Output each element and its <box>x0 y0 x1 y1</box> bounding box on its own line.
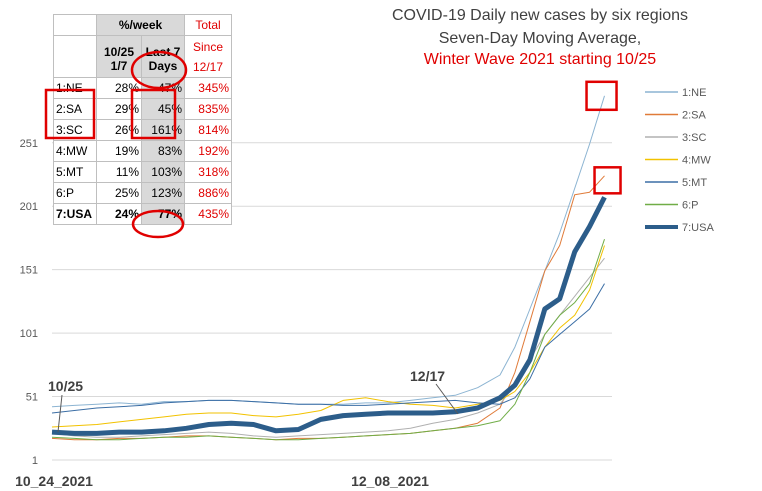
highlight-usa-end-box <box>593 166 622 195</box>
chart-title-line-3: Winter Wave 2021 starting 10/25 <box>423 51 657 68</box>
y-tick-label: 101 <box>20 328 38 340</box>
pct-last7-cell: 45% <box>141 98 185 120</box>
table-row: 6:P 25% 123% 886% <box>53 182 232 204</box>
total-since-cell: 814% <box>184 119 232 141</box>
legend-label-p: 6:P <box>682 200 699 212</box>
pct-last7-cell: 83% <box>141 140 185 162</box>
stats-table: %/week Total 10/25 1/7 Last 7 Days Since… <box>53 14 232 225</box>
header-col-b-line-1: Last 7 <box>145 44 181 59</box>
total-since-cell: 192% <box>184 140 232 162</box>
y-tick-label: 251 <box>20 138 38 150</box>
pct-last7-cell: 77% <box>141 203 185 225</box>
series-line-mt <box>51 283 605 414</box>
x-tick-label: 10_24_2021 <box>15 473 93 489</box>
legend-label-mt: 5:MT <box>682 177 707 189</box>
header-pct-week: %/week <box>96 14 185 36</box>
pct-last7-cell: 47% <box>141 77 185 99</box>
highlight-ne-end-box <box>585 80 618 112</box>
header-col-b: Last 7 Days <box>141 35 185 78</box>
table-row-usa: 7:USA 24% 77% 435% <box>53 203 232 225</box>
legend-label-usa: 7:USA <box>682 222 714 234</box>
x-tick-labels: 10_24_2021 12_08_2021 <box>15 473 429 489</box>
pct-last7-cell: 123% <box>141 182 185 204</box>
region-cell: 6:P <box>53 182 97 204</box>
pct-last7-cell: 161% <box>141 119 185 141</box>
region-cell: 2:SA <box>53 98 97 120</box>
pct-since-1025-cell: 29% <box>96 98 142 120</box>
table-header-row-2: 10/25 1/7 Last 7 Days Since 12/17 <box>53 35 232 78</box>
table-row: 2:SA 29% 45% 835% <box>53 98 232 120</box>
region-cell: 1:NE <box>53 77 97 99</box>
series-line-ne <box>51 95 605 408</box>
header-total: Total <box>184 14 232 36</box>
total-since-cell: 886% <box>184 182 232 204</box>
annotation-mid-date: 12/17 <box>410 368 446 384</box>
chart-title-line-2: Seven-Day Moving Average, <box>438 30 642 47</box>
header-col-a-line-2: 1/7 <box>110 58 128 73</box>
pct-last7-cell: 103% <box>141 161 185 183</box>
series-lines <box>51 95 607 441</box>
x-tick-label: 12_08_2021 <box>351 473 429 489</box>
total-since-cell: 435% <box>184 203 232 225</box>
region-cell: 3:SC <box>53 119 97 141</box>
highlight-boxes <box>585 80 622 195</box>
table-row: 5:MT 11% 103% 318% <box>53 161 232 183</box>
region-cell: 7:USA <box>53 203 97 225</box>
pct-since-1025-cell: 11% <box>96 161 142 183</box>
table-row: 3:SC 26% 161% 814% <box>53 119 232 141</box>
total-since-cell: 345% <box>184 77 232 99</box>
table-corner-cell <box>53 14 97 36</box>
y-tick-label: 1 <box>32 455 38 467</box>
header-col-a-line-1: 10/25 <box>103 44 135 59</box>
series-line-p <box>51 239 605 441</box>
legend-label-sc: 3:SC <box>682 132 707 144</box>
header-date: 12/17 <box>192 59 224 74</box>
series-line-sc <box>51 257 605 438</box>
annotation-start-date: 10/25 <box>48 378 84 394</box>
header-col-b-line-2: Days <box>148 58 178 73</box>
legend-label-sa: 2:SA <box>682 110 707 122</box>
table-row: 1:NE 28% 47% 345% <box>53 77 232 99</box>
y-tick-label: 201 <box>20 201 38 213</box>
region-cell: 4:MW <box>53 140 97 162</box>
y-tick-label: 51 <box>26 392 38 404</box>
table-corner-cell-2 <box>53 35 97 78</box>
legend: 1:NE 2:SA 3:SC 4:MW 5:MT 6:P 7:USA <box>645 87 714 234</box>
header-col-c: Since 12/17 <box>184 35 232 78</box>
chart-title-line-1: COVID-19 Daily new cases by six regions <box>391 7 689 24</box>
header-since: Since <box>192 39 224 54</box>
pct-since-1025-cell: 26% <box>96 119 142 141</box>
total-since-cell: 835% <box>184 98 232 120</box>
y-tick-label: 151 <box>20 265 38 277</box>
series-line-usa <box>51 196 607 436</box>
series-line-mw <box>51 245 605 428</box>
pct-since-1025-cell: 24% <box>96 203 142 225</box>
pct-since-1025-cell: 19% <box>96 140 142 162</box>
header-col-a: 10/25 1/7 <box>96 35 142 78</box>
pct-since-1025-cell: 25% <box>96 182 142 204</box>
total-since-cell: 318% <box>184 161 232 183</box>
legend-label-mw: 4:MW <box>682 155 711 167</box>
table-header-row-1: %/week Total <box>53 14 232 36</box>
legend-label-ne: 1:NE <box>682 87 706 99</box>
pct-since-1025-cell: 28% <box>96 77 142 99</box>
table-row: 4:MW 19% 83% 192% <box>53 140 232 162</box>
region-cell: 5:MT <box>53 161 97 183</box>
